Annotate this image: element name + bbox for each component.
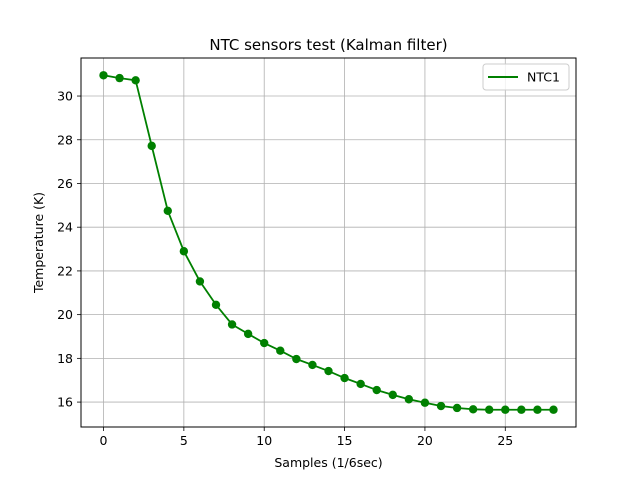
- series-layer: [99, 71, 558, 414]
- chart-title: NTC sensors test (Kalman filter): [209, 36, 447, 54]
- x-tick-label: 25: [497, 433, 513, 448]
- data-point: [420, 398, 430, 407]
- y-tick-label: 20: [57, 307, 73, 322]
- y-tick-label: 16: [57, 395, 73, 410]
- y-tick-label: 18: [57, 351, 73, 366]
- data-point: [452, 403, 462, 413]
- data-point: [308, 360, 317, 370]
- data-point: [485, 405, 494, 414]
- data-point: [243, 329, 253, 339]
- data-point: [195, 277, 205, 286]
- data-point: [468, 405, 478, 414]
- data-point: [388, 390, 397, 400]
- data-point: [340, 373, 349, 383]
- data-point: [517, 405, 526, 414]
- data-point: [131, 76, 140, 85]
- y-tick-label: 24: [57, 220, 73, 235]
- data-point: [324, 366, 333, 376]
- data-point: [276, 346, 285, 355]
- x-tick-label: 10: [256, 433, 272, 448]
- data-point: [501, 405, 510, 414]
- axis-ticks: 0 5 10 15 20 25 16 18 20 22 24 26 28 30: [57, 89, 513, 448]
- data-point: [292, 354, 301, 364]
- y-tick-label: 30: [57, 89, 73, 104]
- data-point: [549, 405, 558, 414]
- data-point: [211, 300, 221, 310]
- data-point: [99, 71, 108, 80]
- legend: NTC1: [482, 63, 570, 91]
- y-tick-label: 22: [57, 263, 73, 278]
- data-point: [147, 141, 156, 151]
- data-point: [115, 73, 124, 83]
- data-point: [356, 379, 365, 389]
- x-axis-label: Samples (1/6sec): [274, 455, 382, 470]
- data-point: [163, 206, 172, 216]
- legend-entry-ntc1: NTC1: [527, 70, 560, 85]
- data-point: [436, 401, 446, 411]
- data-point: [404, 395, 414, 404]
- x-tick-label: 15: [337, 433, 353, 448]
- data-point: [260, 338, 269, 348]
- x-tick-label: 5: [180, 433, 188, 448]
- plot-frame: [80, 57, 577, 428]
- data-point: [227, 320, 237, 329]
- x-tick-label: 0: [100, 433, 108, 448]
- data-point: [533, 405, 542, 414]
- legend-box: [482, 63, 570, 91]
- y-axis-label: Temperature (K): [31, 192, 46, 294]
- data-point: [179, 247, 189, 256]
- grid-lines: [81, 58, 576, 427]
- y-tick-label: 26: [57, 176, 73, 191]
- x-tick-label: 20: [417, 433, 433, 448]
- y-tick-label: 28: [57, 132, 73, 147]
- data-point: [372, 385, 381, 395]
